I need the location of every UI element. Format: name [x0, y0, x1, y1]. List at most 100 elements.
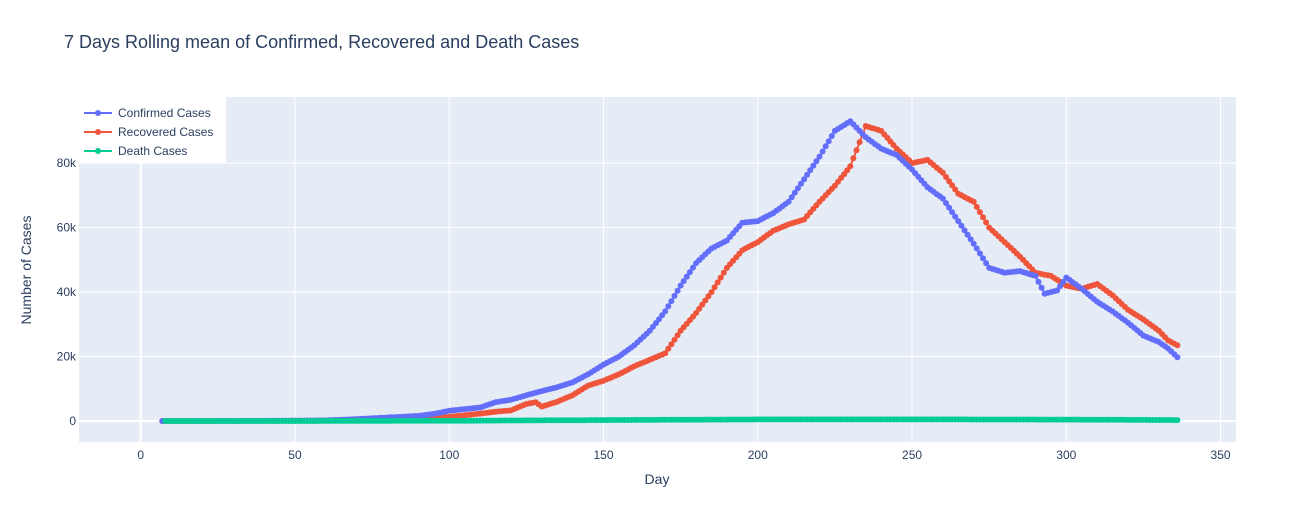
data-point [788, 194, 795, 201]
data-point [973, 245, 980, 252]
data-point [665, 345, 672, 352]
y-axis-title: Number of Cases [18, 216, 34, 325]
data-point [1035, 278, 1042, 285]
data-point [955, 218, 962, 225]
data-point [819, 148, 826, 155]
legend-item[interactable]: Death Cases [84, 144, 187, 158]
data-point [683, 273, 690, 280]
axes: 0 50 100 150 200 250 300 350 0 20k 40k 60k 80k [57, 156, 1231, 462]
x-tick-label: 350 [1211, 448, 1231, 462]
data-point [714, 279, 721, 286]
data-point [1060, 278, 1067, 285]
data-point [952, 213, 959, 220]
x-tick-label: 50 [288, 448, 302, 462]
x-tick-label: 0 [137, 448, 144, 462]
data-point [791, 189, 798, 196]
data-point [696, 305, 703, 312]
data-point [983, 219, 990, 226]
data-point [705, 293, 712, 300]
data-point [680, 278, 687, 285]
data-point [983, 260, 990, 267]
x-tick-label: 150 [593, 448, 613, 462]
data-point [1174, 354, 1181, 361]
data-point [939, 169, 946, 176]
data-point [668, 298, 675, 305]
data-point [1054, 287, 1061, 294]
data-point [980, 255, 986, 262]
chart-title: 7 Days Rolling mean of Confirmed, Recove… [64, 32, 579, 52]
legend[interactable]: Confirmed Cases Recovered Cases Death Case… [79, 97, 226, 163]
data-point [949, 209, 956, 216]
data-point [961, 227, 968, 234]
data-point [690, 264, 696, 271]
data-point [801, 176, 808, 183]
data-point [798, 180, 804, 187]
data-point [794, 185, 801, 192]
data-point [693, 310, 700, 316]
legend-label: Death Cases [118, 144, 187, 158]
y-tick-label: 60k [57, 221, 77, 235]
x-tick-label: 250 [902, 448, 922, 462]
data-point [1174, 342, 1181, 349]
data-point [816, 153, 823, 160]
series-layer [159, 118, 1181, 424]
legend-item[interactable]: Confirmed Cases [84, 106, 211, 120]
data-point [810, 162, 817, 169]
data-point [720, 269, 727, 276]
data-point [1032, 272, 1039, 279]
data-point [702, 297, 709, 304]
data-point [699, 301, 706, 308]
data-point [825, 138, 832, 145]
data-point [671, 292, 678, 299]
data-point [828, 133, 835, 139]
y-tick-label: 0 [69, 414, 76, 428]
legend-swatch-marker [95, 148, 101, 154]
y-tick-label: 80k [57, 156, 77, 170]
data-point [853, 147, 860, 154]
data-point [958, 222, 965, 229]
legend-item[interactable]: Recovered Cases [84, 125, 213, 139]
data-point [674, 332, 681, 339]
data-point [711, 284, 718, 291]
data-point [952, 186, 959, 193]
legend-swatch-marker [95, 129, 101, 135]
data-point [980, 214, 986, 221]
data-point [662, 350, 669, 357]
data-point [662, 308, 669, 315]
data-point [946, 178, 953, 185]
series-death-cases [162, 416, 1181, 424]
data-point [677, 282, 684, 289]
data-point [970, 198, 977, 205]
data-point [1174, 417, 1181, 424]
data-point [976, 209, 983, 216]
data-point [807, 167, 814, 174]
data-point [1038, 284, 1045, 291]
data-point [943, 200, 949, 207]
data-point [674, 287, 681, 294]
data-point [949, 182, 956, 189]
data-point [973, 203, 980, 210]
legend-label: Confirmed Cases [118, 106, 211, 120]
x-tick-label: 300 [1056, 448, 1076, 462]
data-point [856, 139, 863, 146]
data-point [804, 171, 811, 178]
data-point [686, 269, 693, 276]
data-point [708, 289, 715, 296]
data-point [850, 155, 857, 162]
data-point [671, 336, 678, 343]
data-point [1057, 283, 1064, 290]
data-point [847, 163, 854, 170]
data-point [813, 158, 820, 165]
data-point [668, 341, 675, 348]
y-tick-label: 20k [57, 350, 77, 364]
data-point [822, 143, 829, 150]
data-point [785, 198, 792, 205]
plot-area [79, 97, 1236, 442]
data-point [964, 231, 971, 238]
x-axis-title: Day [645, 471, 670, 487]
data-point [967, 236, 974, 243]
legend-swatch-marker [95, 110, 101, 116]
x-tick-label: 100 [439, 448, 459, 462]
